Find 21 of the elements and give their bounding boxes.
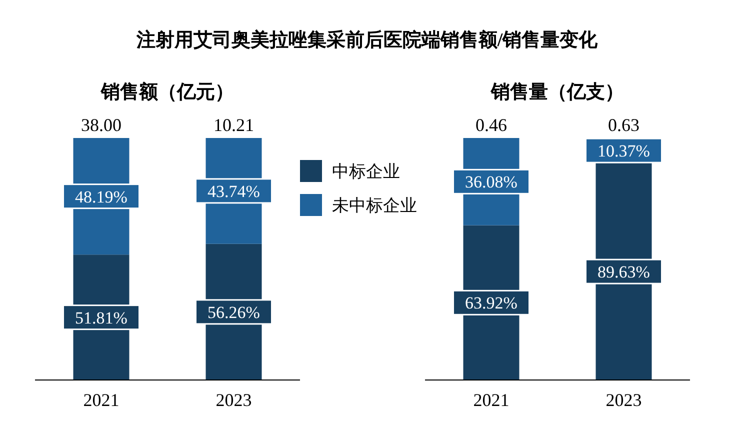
x-tick-label: 2021	[473, 390, 510, 410]
data-label: 48.19%	[75, 187, 128, 206]
legend-label: 未中标企业	[332, 196, 417, 215]
data-label: 51.81%	[75, 308, 128, 328]
chart-subtitle: 销售量（亿支）	[490, 81, 624, 103]
data-label: 43.74%	[208, 182, 260, 201]
legend-label: 中标企业	[332, 162, 400, 181]
data-label: 36.08%	[465, 172, 518, 192]
x-tick-label: 2021	[83, 390, 120, 410]
x-tick-label: 2023	[606, 390, 642, 410]
text: 注射用艾司奥美拉唑集采前后医院端销售额/销售量变化	[135, 29, 599, 51]
data-label: 89.63%	[598, 262, 650, 282]
data-label: 56.26%	[208, 302, 260, 322]
data-label: 63.92%	[465, 294, 518, 313]
annotation: 38.00	[81, 115, 122, 135]
annotation: 10.21	[214, 115, 254, 135]
data-label: 10.37%	[598, 142, 650, 161]
annotation: 0.63	[608, 115, 640, 135]
x-tick-label: 2023	[216, 390, 252, 410]
annotation: 0.46	[476, 115, 507, 135]
chart-subtitle: 销售额（亿元）	[100, 81, 234, 103]
